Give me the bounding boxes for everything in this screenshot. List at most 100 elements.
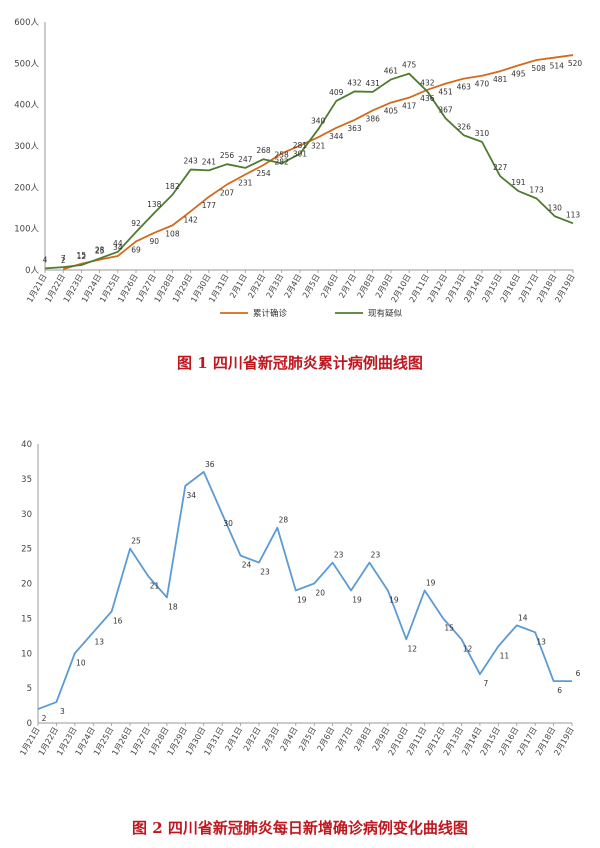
chart2-y-tick-label: 5 xyxy=(27,684,32,694)
chart2-data-label: 6 xyxy=(557,686,562,695)
chart2-data-label: 3 xyxy=(60,707,65,716)
chart1-data-label: 7 xyxy=(61,254,66,263)
chart2-y-tick-label: 0 xyxy=(27,719,32,729)
chart1-y-tick-label: 300人 xyxy=(14,142,39,152)
chart1-data-label: 182 xyxy=(165,182,180,191)
chart1-data-label: 281 xyxy=(293,141,308,150)
chart1-data-label: 177 xyxy=(202,201,217,210)
chart1-data-label: 92 xyxy=(131,219,141,228)
chart1-data-label: 386 xyxy=(366,114,381,123)
chart2-y-tick-label: 35 xyxy=(21,475,32,485)
chart2-data-label: 12 xyxy=(463,644,473,653)
chart1-data-label: 69 xyxy=(131,245,141,254)
chart2-data-label: 19 xyxy=(426,578,436,587)
chart1-data-label: 451 xyxy=(438,88,453,97)
chart1-data-label: 363 xyxy=(347,124,362,133)
chart1-data-label: 367 xyxy=(438,105,453,114)
chart1-data-label: 113 xyxy=(566,210,581,219)
chart1-caption: 图 1 四川省新冠肺炎累计病例曲线图 xyxy=(177,354,423,372)
chart1-data-label: 481 xyxy=(493,75,508,84)
chart2-data-label: 10 xyxy=(76,658,86,667)
chart2-data-label: 34 xyxy=(187,491,197,500)
chart1-data-label: 25 xyxy=(95,247,105,256)
chart1-data-label: 514 xyxy=(550,62,565,71)
chart2-data-label: 2 xyxy=(42,714,47,723)
chart1-data-label: 475 xyxy=(402,61,417,70)
chart2-data-label: 23 xyxy=(334,551,344,560)
chart2-data-label: 6 xyxy=(576,669,581,678)
chart1-y-tick-label: 600人 xyxy=(14,18,39,28)
chart1-data-label: 432 xyxy=(347,78,362,87)
chart1-data-label: 508 xyxy=(531,64,546,73)
chart1-data-label: 463 xyxy=(457,83,472,92)
chart1-data-label: 231 xyxy=(238,179,253,188)
chart1-data-label: 470 xyxy=(475,80,490,89)
chart1-data-label: 340 xyxy=(311,116,326,125)
chart2-data-label: 30 xyxy=(223,519,233,528)
chart1-legend-label: 累计确诊 xyxy=(253,308,288,319)
chart1-data-label: 44 xyxy=(113,239,123,248)
chart1-data-label: 268 xyxy=(256,146,271,155)
chart2-data-label: 19 xyxy=(389,595,399,604)
chart1-data-label: 130 xyxy=(548,203,563,212)
chart1-data-label: 326 xyxy=(457,122,472,131)
chart1-data-label: 520 xyxy=(568,59,583,68)
chart1-data-label: 256 xyxy=(220,151,235,160)
chart1-data-label: 254 xyxy=(256,169,271,178)
chart2-data-label: 12 xyxy=(408,644,418,653)
chart2-data-label: 18 xyxy=(168,602,178,611)
chart1-data-label: 227 xyxy=(493,163,508,172)
chart1-y-tick-label: 100人 xyxy=(14,225,39,235)
chart2-data-label: 13 xyxy=(536,637,546,646)
chart2-data-label: 36 xyxy=(205,460,215,469)
chart1-y-tick-label: 200人 xyxy=(14,183,39,193)
chart1-y-tick-label: 0人 xyxy=(25,266,39,276)
chart1-data-label: 241 xyxy=(202,157,217,166)
daily-new-cases-chart: 05101520253035401月21日1月22日1月23日1月24日1月25… xyxy=(18,440,581,837)
chart1-data-label: 282 xyxy=(275,157,290,166)
chart1-data-label: 405 xyxy=(384,107,399,116)
chart1-data-label: 2 xyxy=(61,256,66,265)
chart1-data-label: 344 xyxy=(329,132,344,141)
chart1-data-label: 461 xyxy=(384,66,399,75)
chart2-data-label: 25 xyxy=(131,537,141,546)
chart2-y-tick-label: 30 xyxy=(21,510,32,520)
chart2-series-line-0 xyxy=(37,471,572,710)
chart1-series-line-0 xyxy=(62,54,574,271)
chart2-y-tick-label: 15 xyxy=(21,614,32,624)
chart2-data-label: 16 xyxy=(113,616,123,625)
cumulative-cases-chart: 0人100人200人300人400人500人600人1月21日1月22日1月23… xyxy=(14,18,583,372)
chart2-caption: 图 2 四川省新冠肺炎每日新增确诊病例变化曲线图 xyxy=(132,819,468,837)
chart1-y-tick-label: 500人 xyxy=(14,59,39,69)
chart1-data-label: 28 xyxy=(95,245,105,254)
chart1-data-label: 247 xyxy=(238,155,253,164)
chart1-series-line-1 xyxy=(44,72,574,270)
chart2-y-tick-label: 25 xyxy=(21,545,32,555)
chart2-data-label: 14 xyxy=(518,613,528,622)
chart1-data-label: 321 xyxy=(311,141,326,150)
chart1-data-label: 34 xyxy=(113,243,123,252)
chart2-data-label: 19 xyxy=(352,595,362,604)
chart1-y-tick-label: 400人 xyxy=(14,101,39,111)
chart1-legend-label: 现有疑似 xyxy=(368,308,403,319)
chart1-data-label: 142 xyxy=(183,215,198,224)
chart2-y-tick-label: 20 xyxy=(21,580,32,590)
chart1-data-label: 417 xyxy=(402,102,417,111)
chart1-data-label: 495 xyxy=(511,69,526,78)
chart1-data-label: 4 xyxy=(43,255,48,264)
chart2-data-label: 15 xyxy=(444,623,454,632)
chart1-data-label: 310 xyxy=(475,129,490,138)
chart1-data-label: 436 xyxy=(420,94,435,103)
chart2-y-tick-label: 10 xyxy=(21,649,32,659)
chart1-data-label: 431 xyxy=(366,79,381,88)
chart1-data-label: 432 xyxy=(420,78,435,87)
chart2-data-label: 11 xyxy=(500,651,510,660)
chart1-data-label: 301 xyxy=(293,150,308,159)
chart2-data-label: 24 xyxy=(242,561,252,570)
chart1-data-label: 191 xyxy=(511,178,526,187)
chart1-data-label: 108 xyxy=(165,229,180,238)
chart1-data-label: 207 xyxy=(220,188,235,197)
chart2-data-label: 7 xyxy=(484,679,489,688)
chart1-data-label: 258 xyxy=(275,150,290,159)
chart2-data-label: 28 xyxy=(279,516,289,525)
